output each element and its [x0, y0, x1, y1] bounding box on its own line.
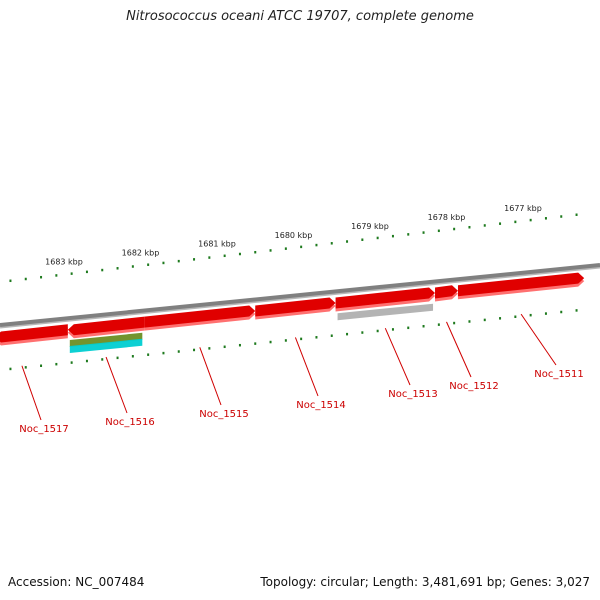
gene-label-noc_1512: Noc_1512 [449, 381, 499, 392]
scale-label: 1683 kbp [45, 258, 83, 267]
gene-arrow-noc_1513 [335, 287, 436, 312]
gene-arrow-body [335, 287, 436, 309]
scale-label: 1682 kbp [122, 249, 160, 258]
scale-label: 1678 kbp [428, 213, 466, 222]
gene-arrow-noc_1514 [255, 297, 336, 320]
gene-arrow-noc_1516 [67, 316, 145, 339]
gene-arrow-body [0, 324, 68, 343]
feature-track [69, 303, 434, 354]
noc1513-feature [337, 303, 434, 321]
map-title: Nitrosococcus oceani ATCC 19707, complet… [126, 9, 474, 24]
scale-label: 1680 kbp [275, 231, 313, 240]
gene-label-noc_1514: Noc_1514 [296, 400, 346, 411]
gene-labels: Noc_1517 Noc_1516 Noc_1515 Noc_1514 Noc_1513… [19, 313, 584, 435]
scale-label: 1677 kbp [504, 204, 542, 213]
gene-arrow-noc_1517 [0, 324, 68, 346]
label-leader-line [21, 365, 42, 421]
label-leader-line [294, 337, 319, 397]
accession-text: Accession: NC_007484 [8, 575, 145, 589]
label-leader-line [105, 356, 128, 414]
scale-label: 1679 kbp [351, 222, 389, 231]
gene-label-noc_1513: Noc_1513 [388, 389, 438, 400]
gene-label-noc_1517: Noc_1517 [19, 424, 69, 435]
noc1516-domain-feature [69, 332, 143, 354]
feature-band [69, 332, 143, 348]
label-leader-line [520, 313, 557, 366]
feature-band [337, 303, 434, 321]
label-leader-line [384, 327, 411, 386]
gene-label-noc_1515: Noc_1515 [199, 409, 249, 420]
gene-arrow-body [67, 316, 145, 336]
gene-arrow-body [435, 285, 458, 299]
scale-labels: 1683 kbp 1682 kbp 1681 kbp 1680 kbp 1679 kbp… [45, 204, 542, 267]
gene-arrow-noc_1515 [144, 305, 256, 331]
gene-track [0, 272, 585, 346]
label-leader-line [199, 347, 222, 406]
genome-backbone [0, 263, 600, 329]
label-leader-line [446, 321, 472, 378]
inner-scale-ticks [9, 309, 578, 371]
gene-arrow-body [144, 305, 256, 328]
gene-arrow-noc_1511 [457, 272, 585, 300]
scale-label: 1681 kbp [198, 240, 236, 249]
gene-arrow-noc_1512 [435, 285, 458, 302]
outer-scale-ticks [9, 213, 578, 283]
genome-stats-text: Topology: circular; Length: 3,481,691 bp… [260, 575, 590, 589]
feature-band [69, 338, 143, 354]
gene-label-noc_1516: Noc_1516 [105, 417, 155, 428]
gene-arrow-body [255, 297, 336, 317]
gene-arrow-body [457, 272, 585, 297]
backbone-line [0, 263, 600, 327]
gene-label-noc_1511: Noc_1511 [534, 369, 584, 380]
